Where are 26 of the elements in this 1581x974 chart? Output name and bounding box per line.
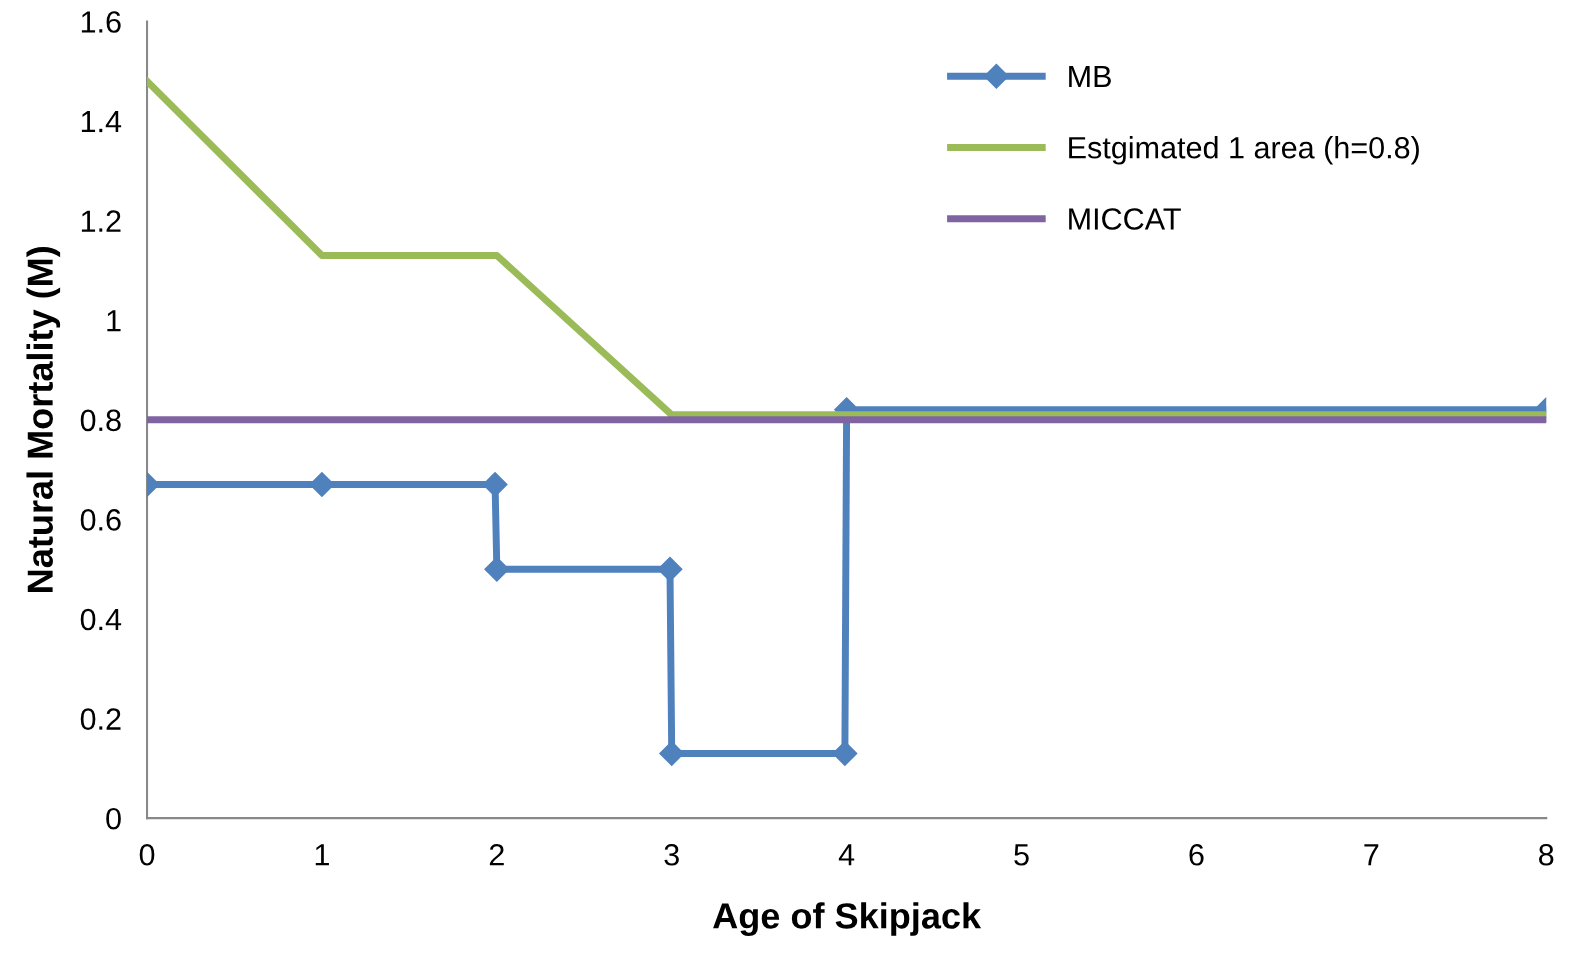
y-axis-title: Natural Mortality (M)	[26, 247, 61, 592]
x-tick-label: 8	[1539, 843, 1554, 866]
x-tick-label: 4	[838, 844, 855, 866]
legend-label: MICCAT	[1069, 208, 1181, 230]
y-tick-label: 1	[107, 310, 121, 332]
legend-label: Estgimated 1 area (h=0.8)	[1069, 136, 1419, 165]
point	[832, 740, 858, 766]
x-tick-label: 1	[315, 844, 329, 866]
x-tick-label: 2	[489, 843, 504, 866]
point	[657, 556, 683, 582]
y-tick-label: 0.8	[80, 409, 121, 432]
y-tick-label: 1.2	[81, 210, 121, 232]
y-tick-label: 0.6	[80, 509, 121, 531]
x-tick-label: 7	[1364, 844, 1379, 866]
y-tick-label: 0	[106, 807, 121, 830]
x-tick-label: 5	[1014, 844, 1029, 866]
x-axis-title: Age of Skipjack	[713, 902, 982, 937]
y-tick-label: 0.2	[80, 708, 121, 730]
legend-label: MB	[1069, 65, 1111, 88]
y-tick-label: 1.6	[81, 11, 121, 33]
y-tick-label: 0.4	[80, 608, 122, 631]
point	[484, 556, 510, 582]
x-tick-label: 6	[1189, 843, 1204, 866]
x-tick-label: 3	[664, 843, 679, 866]
x-tick-label: 0	[139, 843, 155, 866]
y-tick-label: 1.4	[81, 111, 122, 133]
